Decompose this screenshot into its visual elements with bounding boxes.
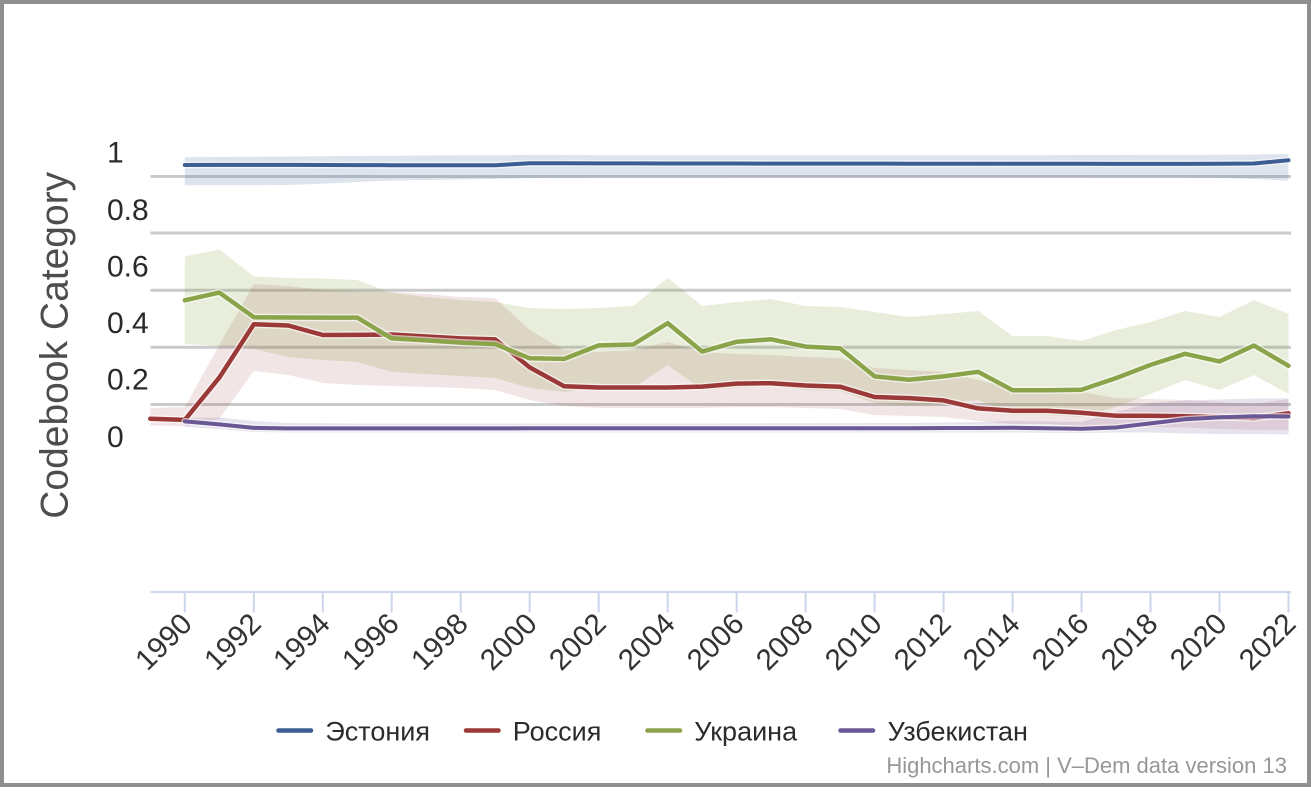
svg-text:Узбекистан: Узбекистан <box>888 716 1028 746</box>
svg-text:0.6: 0.6 <box>107 251 149 284</box>
svg-text:0.8: 0.8 <box>107 194 149 227</box>
svg-text:Codebook Category: Codebook Category <box>34 171 77 518</box>
svg-text:1: 1 <box>107 137 124 170</box>
svg-text:0.4: 0.4 <box>107 307 149 340</box>
svg-text:Украина: Украина <box>694 716 798 746</box>
svg-text:Highcharts.com | V–Dem data ve: Highcharts.com | V–Dem data version 13 <box>886 753 1287 778</box>
svg-text:0.2: 0.2 <box>107 364 149 397</box>
svg-text:Эстония: Эстония <box>325 716 430 746</box>
svg-text:Россия: Россия <box>513 716 602 746</box>
svg-text:0: 0 <box>107 421 124 454</box>
